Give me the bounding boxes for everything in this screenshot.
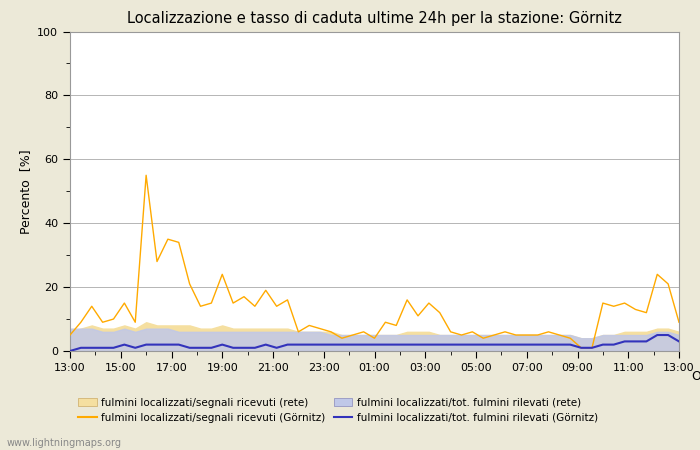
Text: Orario: Orario xyxy=(691,370,700,383)
Y-axis label: Percento  [%]: Percento [%] xyxy=(19,149,32,234)
Title: Localizzazione e tasso di caduta ultime 24h per la stazione: Görnitz: Localizzazione e tasso di caduta ultime … xyxy=(127,11,622,26)
Legend: fulmini localizzati/segnali ricevuti (rete), fulmini localizzati/segnali ricevut: fulmini localizzati/segnali ricevuti (re… xyxy=(78,398,598,423)
Text: www.lightningmaps.org: www.lightningmaps.org xyxy=(7,438,122,448)
